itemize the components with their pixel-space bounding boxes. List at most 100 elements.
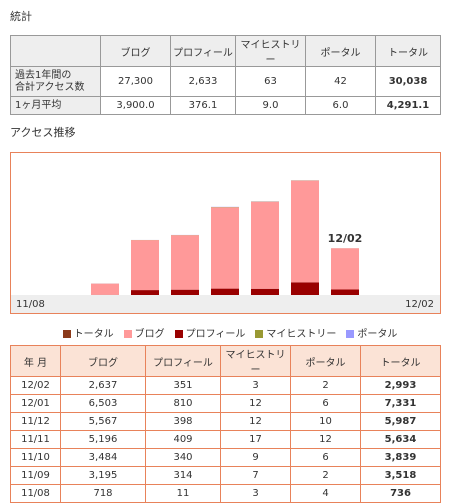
month-cell: 11/09 — [11, 467, 61, 485]
month-cell: 12 — [221, 413, 291, 431]
month-cell: 12/01 — [11, 395, 61, 413]
summary-cell: 3,900.0 — [101, 97, 171, 115]
month-cell: 2 — [291, 377, 361, 395]
month-cell: 5,196 — [61, 431, 146, 449]
row-label-line: 1ヶ月平均 — [15, 100, 61, 111]
bar-segment — [171, 290, 199, 295]
month-cell: 398 — [146, 413, 221, 431]
section-title: アクセス推移 — [10, 124, 75, 140]
column-header: マイヒストリー — [221, 346, 291, 377]
month-cell: 3,839 — [361, 449, 441, 467]
row-label-line: 過去1年間の — [15, 70, 71, 81]
legend-swatch — [255, 330, 263, 338]
month-cell: 17 — [221, 431, 291, 449]
legend-item: プロフィール — [165, 329, 246, 340]
month-cell: 10 — [291, 413, 361, 431]
bar-segment — [91, 284, 119, 295]
x-tick-label: 11/08 — [16, 299, 45, 310]
month-cell: 11/12 — [11, 413, 61, 431]
bar-segment — [291, 181, 319, 283]
legend-item: ブログ — [114, 329, 165, 340]
summary-cell: 9.0 — [236, 97, 306, 115]
legend-swatch — [124, 330, 132, 338]
month-cell: 5,567 — [61, 413, 146, 431]
legend-label: ポータル — [357, 329, 397, 340]
bar-segment — [131, 240, 159, 290]
corner-cell — [11, 36, 101, 67]
month-cell: 6,503 — [61, 395, 146, 413]
page-title: 統計 — [10, 8, 32, 24]
month-cell: 12/02 — [11, 377, 61, 395]
month-cell: 340 — [146, 449, 221, 467]
legend-item: ポータル — [336, 329, 397, 340]
legend-label: トータル — [74, 329, 114, 340]
month-cell: 6 — [291, 449, 361, 467]
bar-segment — [131, 290, 159, 295]
month-cell: 351 — [146, 377, 221, 395]
month-cell: 12 — [291, 431, 361, 449]
column-header: ポータル — [291, 346, 361, 377]
summary-cell: 27,300 — [101, 67, 171, 97]
chart: 11/08 12/02 12/02 — [10, 152, 441, 314]
summary-cell: 30,038 — [376, 67, 441, 97]
month-cell: 409 — [146, 431, 221, 449]
column-header: ブログ — [101, 36, 171, 67]
column-header: 年 月 — [11, 346, 61, 377]
row-label: 過去1年間の合計アクセス数 — [11, 67, 101, 97]
bar-segment — [331, 290, 359, 295]
month-cell: 2,993 — [361, 377, 441, 395]
summary-cell: 4,291.1 — [376, 97, 441, 115]
legend-label: マイヒストリー — [266, 329, 336, 340]
month-cell: 2,637 — [61, 377, 146, 395]
summary-cell: 2,633 — [171, 67, 236, 97]
header-row: 年 月ブログプロフィールマイヒストリーポータルトータル — [11, 346, 441, 377]
summary-cell: 6.0 — [306, 97, 376, 115]
legend-swatch — [175, 330, 183, 338]
column-header: プロフィール — [171, 36, 236, 67]
legend-label: プロフィール — [186, 329, 246, 340]
month-cell: 7,331 — [361, 395, 441, 413]
month-cell: 3,484 — [61, 449, 146, 467]
summary-cell: 42 — [306, 67, 376, 97]
x-tick-label: 12/02 — [405, 299, 434, 310]
column-header: トータル — [361, 346, 441, 377]
bar-segment — [251, 289, 279, 295]
chart-axis-strip — [11, 295, 440, 313]
month-cell: 11/10 — [11, 449, 61, 467]
month-cell: 810 — [146, 395, 221, 413]
bar-segment — [331, 248, 359, 289]
legend-swatch — [63, 330, 71, 338]
bar-segment — [171, 235, 199, 290]
legend-label: ブログ — [135, 329, 165, 340]
month-cell: 2 — [291, 467, 361, 485]
column-header: プロフィール — [146, 346, 221, 377]
month-cell: 3,195 — [61, 467, 146, 485]
column-header: ポータル — [306, 36, 376, 67]
month-cell: 9 — [221, 449, 291, 467]
legend-item: マイヒストリー — [245, 329, 336, 340]
legend: トータル ブログ プロフィール マイヒストリー ポータル — [0, 325, 450, 340]
bar-segment — [211, 207, 239, 288]
month-cell: 12 — [221, 395, 291, 413]
bar-annotation: 12/02 — [328, 232, 363, 245]
header-row: ブログプロフィールマイヒストリーポータルトータル — [11, 36, 441, 67]
summary-cell: 63 — [236, 67, 306, 97]
legend-swatch — [346, 330, 354, 338]
month-cell: 3 — [221, 377, 291, 395]
month-cell: 7 — [221, 467, 291, 485]
month-cell: 3,518 — [361, 467, 441, 485]
month-cell: 5,634 — [361, 431, 441, 449]
summary-cell: 376.1 — [171, 97, 236, 115]
legend-item: トータル — [53, 329, 114, 340]
month-cell: 5,987 — [361, 413, 441, 431]
bar-segment — [211, 289, 239, 295]
